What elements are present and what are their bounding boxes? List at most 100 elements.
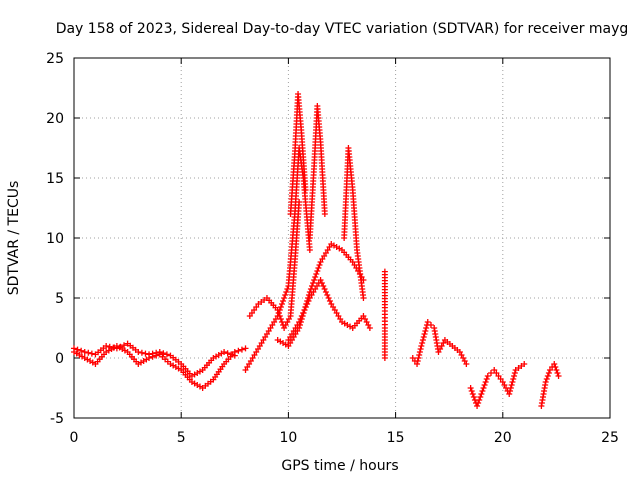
- data-point: [417, 346, 424, 352]
- data-point: [106, 343, 113, 350]
- data-point: [311, 277, 318, 283]
- data-point: [418, 343, 425, 349]
- data-point: [281, 295, 288, 301]
- data-point: [416, 352, 423, 358]
- data-point: [554, 370, 561, 376]
- data-point: [544, 373, 551, 379]
- data-point: [510, 376, 517, 382]
- data-point: [422, 328, 429, 334]
- data-point: [302, 304, 309, 310]
- data-point: [88, 350, 95, 357]
- data-point: [121, 342, 128, 349]
- data-point: [146, 351, 153, 358]
- data-point: [117, 343, 124, 350]
- data-point: [480, 385, 487, 391]
- data-point: [81, 349, 88, 355]
- data-point: [381, 355, 388, 361]
- data-point: [420, 334, 427, 340]
- data-point: [85, 349, 92, 356]
- y-tick-label: 15: [46, 171, 64, 187]
- data-point: [551, 361, 558, 367]
- data-point: [163, 351, 170, 358]
- data-point: [511, 370, 518, 376]
- data-point: [224, 350, 231, 357]
- data-point: [274, 307, 281, 313]
- data-point: [149, 350, 156, 357]
- data-point: [298, 313, 305, 319]
- data-point: [282, 292, 289, 298]
- data-point: [160, 350, 167, 357]
- data-point: [74, 346, 81, 353]
- data-point: [511, 373, 518, 379]
- data-point: [415, 355, 422, 361]
- data-point: [552, 364, 559, 370]
- y-tick-label: 5: [55, 291, 64, 307]
- data-point: [310, 280, 317, 286]
- data-point: [156, 349, 163, 355]
- x-tick-label: 5: [177, 430, 186, 446]
- x-tick-label: 25: [601, 430, 619, 446]
- data-point: [476, 397, 483, 403]
- x-tick-label: 20: [494, 430, 512, 446]
- data-point: [283, 289, 290, 295]
- data-point: [242, 345, 249, 352]
- data-point: [477, 394, 484, 400]
- data-point: [304, 301, 311, 307]
- data-point: [421, 331, 428, 337]
- data-point: [478, 391, 485, 397]
- data-point: [103, 343, 110, 349]
- data-point: [326, 298, 333, 304]
- data-point: [321, 286, 328, 292]
- data-point: [312, 274, 319, 280]
- data-point: [479, 388, 486, 394]
- data-point: [555, 373, 562, 379]
- data-point: [235, 347, 242, 354]
- data-point: [296, 319, 303, 325]
- data-point: [231, 352, 238, 359]
- data-point: [467, 385, 474, 391]
- axis-ticks: 0 5 10 15 20 25 -5 0 5 10 15 20 25: [46, 51, 619, 446]
- y-tick-label: -5: [50, 411, 64, 427]
- data-point: [366, 325, 373, 331]
- data-point: [509, 379, 516, 385]
- data-point: [135, 349, 142, 355]
- data-point: [318, 280, 325, 286]
- data-point: [277, 304, 284, 310]
- y-tick-label: 0: [55, 351, 64, 367]
- data-point: [484, 373, 491, 379]
- y-axis-label: SDTVAR / TECUs: [6, 181, 22, 296]
- data-point: [507, 385, 514, 391]
- data-point: [314, 268, 321, 274]
- data-point: [325, 295, 332, 301]
- data-point: [427, 322, 434, 328]
- data-point: [306, 247, 313, 253]
- data-point: [416, 349, 423, 355]
- data-point: [228, 351, 235, 358]
- data-point: [277, 316, 284, 322]
- data-point: [278, 319, 285, 325]
- data-point: [276, 313, 283, 319]
- data-point: [275, 310, 282, 316]
- y-tick-label: 10: [46, 231, 64, 247]
- data-point: [463, 361, 470, 367]
- data-point: [481, 382, 488, 388]
- data-point: [221, 349, 228, 355]
- data-point: [414, 361, 421, 367]
- data-point: [488, 370, 495, 376]
- data-point: [301, 307, 308, 313]
- data-point: [320, 283, 327, 289]
- data-point: [423, 325, 430, 331]
- data-point: [305, 298, 312, 304]
- data-point: [317, 277, 324, 283]
- data-point: [553, 367, 560, 373]
- data-point: [507, 388, 514, 394]
- y-tick-label: 20: [46, 111, 64, 127]
- data-point: [78, 347, 85, 354]
- data-point: [475, 400, 482, 406]
- data-point: [296, 199, 303, 205]
- data-point: [414, 358, 421, 364]
- data-point: [508, 382, 515, 388]
- chart-title: Day 158 of 2023, Sidereal Day-to-day VTE…: [56, 21, 629, 37]
- data-point: [238, 346, 245, 353]
